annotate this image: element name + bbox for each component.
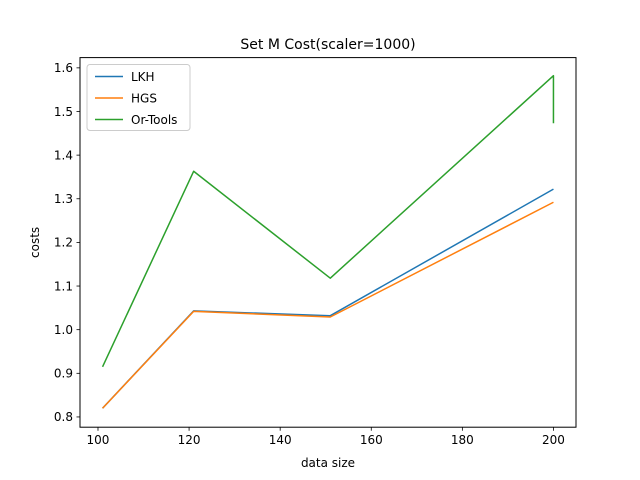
x-axis: 100 120 140 160 180 200 [87, 427, 565, 447]
y-tick-label: 1.4 [54, 148, 73, 162]
y-axis-label: costs [28, 227, 42, 258]
legend-label-hgs: HGS [131, 91, 157, 105]
y-tick-label: 0.9 [54, 367, 73, 381]
y-tick-label: 1.6 [54, 61, 73, 75]
x-tick-label: 120 [178, 433, 201, 447]
x-axis-label: data size [301, 456, 355, 470]
series-line-hgs [102, 201, 554, 409]
y-axis: 0.8 0.9 1.0 1.1 1.2 1.3 1.4 1.5 1.6 [54, 61, 80, 424]
x-tick-label: 160 [360, 433, 383, 447]
y-tick-label: 1.3 [54, 192, 73, 206]
x-tick-label: 200 [542, 433, 565, 447]
legend-label-lkh: LKH [131, 70, 155, 84]
series-layer [101, 74, 555, 409]
y-tick-label: 1.2 [54, 236, 73, 250]
y-tick-label: 1.5 [54, 105, 73, 119]
x-tick-label: 100 [87, 433, 110, 447]
y-tick-label: 1.1 [54, 279, 73, 293]
y-tick-label: 1.0 [54, 323, 73, 337]
y-tick-label: 0.8 [54, 410, 73, 424]
x-tick-label: 140 [269, 433, 292, 447]
chart-title: Set M Cost(scaler=1000) [240, 37, 415, 53]
x-tick-label: 180 [451, 433, 474, 447]
legend-box [86, 64, 191, 131]
series-line-or-tools [101, 74, 555, 368]
legend: LKH HGS Or-Tools [86, 64, 191, 131]
legend-label-or-tools: Or-Tools [131, 113, 177, 127]
